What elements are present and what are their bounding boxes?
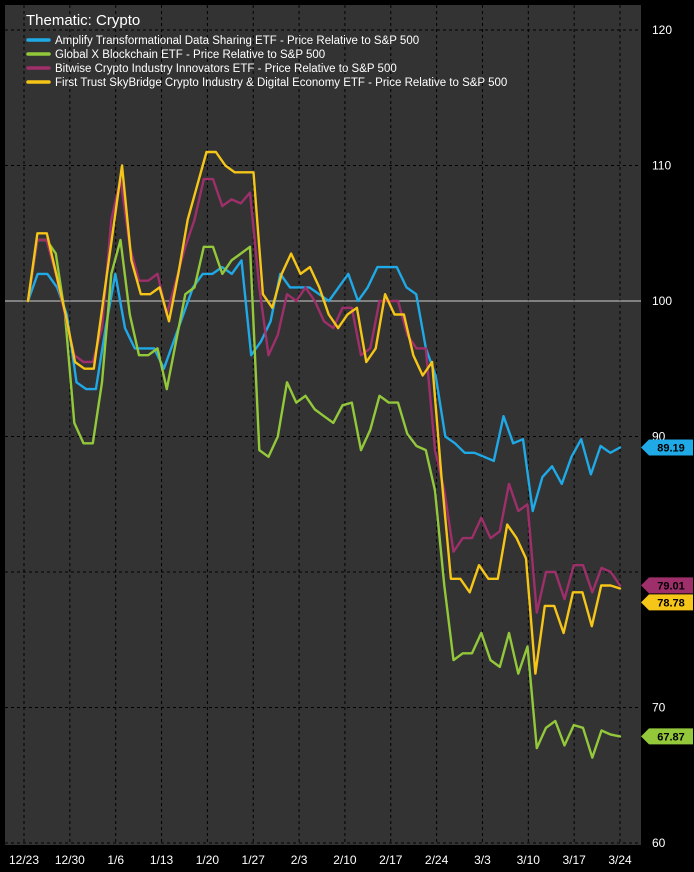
x-tick-label: 1/13: [150, 853, 174, 867]
y-tick-label: 60: [652, 836, 666, 850]
y-tick-label: 70: [652, 701, 666, 715]
legend-label-1: Amplify Transformational Data Sharing ET…: [55, 35, 419, 47]
x-tick-label: 2/24: [425, 853, 449, 867]
legend-label-2: Global X Blockchain ETF - Price Relative…: [55, 49, 325, 61]
end-value-label-3: 79.01: [657, 580, 685, 592]
end-value-label-2: 67.87: [657, 731, 685, 743]
x-tick-label: 2/3: [291, 853, 308, 867]
series-line-4: [26, 150, 622, 675]
end-value-badge-4: [641, 594, 693, 611]
end-value-badge-1: [641, 439, 693, 456]
x-tick-label: 2/17: [379, 853, 403, 867]
series-line-2: [26, 238, 622, 759]
badge-layer: 89.19 79.01 78.78 67.87: [641, 439, 693, 745]
x-tick-label: 1/20: [196, 853, 220, 867]
end-value-badge-2: [641, 728, 693, 745]
x-tick-label: 1/27: [242, 853, 266, 867]
y-tick-label: 120: [652, 23, 672, 37]
legend-label-4: First Trust SkyBridge Crypto Industry & …: [55, 77, 507, 89]
x-tick-label: 3/3: [474, 853, 491, 867]
legend: Amplify Transformational Data Sharing ET…: [26, 35, 507, 89]
x-tick-label: 12/30: [55, 853, 85, 867]
x-tick-label: 3/24: [608, 853, 632, 867]
x-tick-label: 12/23: [9, 853, 39, 867]
x-tick-label: 3/10: [517, 853, 541, 867]
y-tick-label: 110: [652, 159, 671, 173]
x-tick-label: 2/10: [333, 853, 357, 867]
tick-layer: 12/23 12/30 1/6 1/13 1/20 1/27 2/3 2/10 2/17 2/24…: [9, 23, 672, 867]
plot-area: [5, 5, 641, 845]
end-value-label-4: 78.78: [657, 597, 685, 609]
x-tick-label: 3/17: [562, 853, 586, 867]
legend-label-3: Bitwise Crypto Industry Innovators ETF -…: [55, 63, 397, 75]
end-value-label-1: 89.19: [657, 442, 685, 454]
chart-title: Thematic: Crypto: [26, 12, 140, 29]
y-tick-label: 100: [652, 294, 672, 308]
end-value-badge-3: [641, 577, 693, 594]
series-layer: [26, 150, 622, 759]
x-tick-label: 1/6: [107, 853, 124, 867]
